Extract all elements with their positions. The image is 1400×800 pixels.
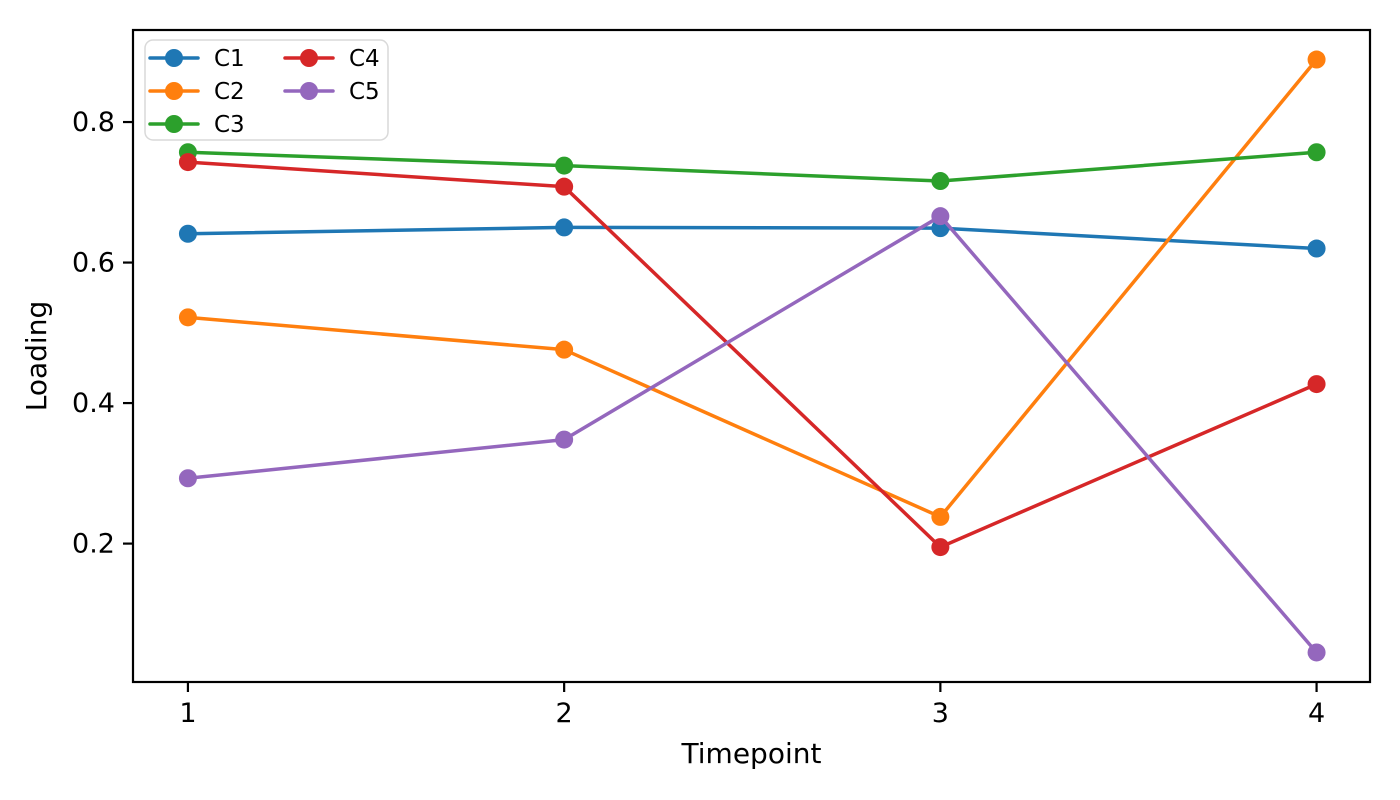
x-tick-label-2: 2 [556,698,573,729]
series-marker-C1-t4 [1307,239,1326,258]
y-tick-label-0.2: 0.2 [72,529,115,560]
series-marker-C4-t1 [178,153,197,172]
series-marker-C4-t3 [931,538,950,557]
series-line-C1 [186,225,1319,251]
series-C2 [178,50,1326,526]
series-marker-C3-t3 [931,172,950,191]
legend-item-C3: C3 [148,112,245,138]
series-C4 [178,153,1326,557]
series-marker-C2-t1 [178,308,197,327]
legend-item-C2: C2 [148,79,245,105]
y-tick-label-0.6: 0.6 [72,248,115,279]
legend-item-C4: C4 [283,46,380,72]
plot-frame [131,28,1372,684]
legend-box [144,39,389,141]
x-tick-label-1: 1 [179,698,196,729]
series-marker-C3-t2 [555,156,574,175]
series-marker-C3-t4 [1307,143,1326,162]
legend-label-C5: C5 [349,79,380,105]
series-marker-C4-t2 [555,177,574,196]
legend-label-C3: C3 [214,112,245,138]
legend-label-C1: C1 [214,46,245,72]
series-line-C5 [186,214,1319,655]
series-marker-C5-t2 [555,430,574,449]
series-marker-C5-t4 [1307,643,1326,662]
legend-item-C5: C5 [283,79,380,105]
legend-swatch-marker-C3 [165,115,183,133]
legend-label-C4: C4 [349,46,380,72]
series-marker-C1-t2 [555,218,574,237]
series-marker-C2-t2 [555,340,574,359]
x-axis-label: Timepoint [681,737,822,770]
series-C3 [178,143,1326,191]
series-C5 [178,207,1326,662]
x-tick-label-4: 4 [1308,698,1325,729]
series-marker-C2-t4 [1307,50,1326,69]
series-line-C3 [186,150,1319,183]
x-tick-label-3: 3 [932,698,949,729]
legend-swatch-marker-C2 [165,82,183,100]
y-tick-label-0.8: 0.8 [72,107,115,138]
series-marker-C1-t1 [178,224,197,243]
y-tick-label-0.4: 0.4 [72,388,115,419]
legend-label-C2: C2 [214,79,245,105]
series-marker-C5-t1 [178,469,197,488]
series-C1 [178,218,1326,258]
legend: C1 C2 C3 C4 C5 [144,39,389,141]
legend-swatch-marker-C1 [165,49,183,67]
series-line-C2 [186,57,1319,519]
legend-swatch-marker-C4 [300,49,318,67]
series-marker-C2-t3 [931,507,950,526]
series-marker-C4-t4 [1307,375,1326,394]
y-axis-label: Loading [20,301,53,411]
series-line-C4 [186,160,1319,549]
series-marker-C5-t3 [931,207,950,226]
legend-swatch-marker-C5 [300,82,318,100]
legend-item-C1: C1 [148,46,245,72]
